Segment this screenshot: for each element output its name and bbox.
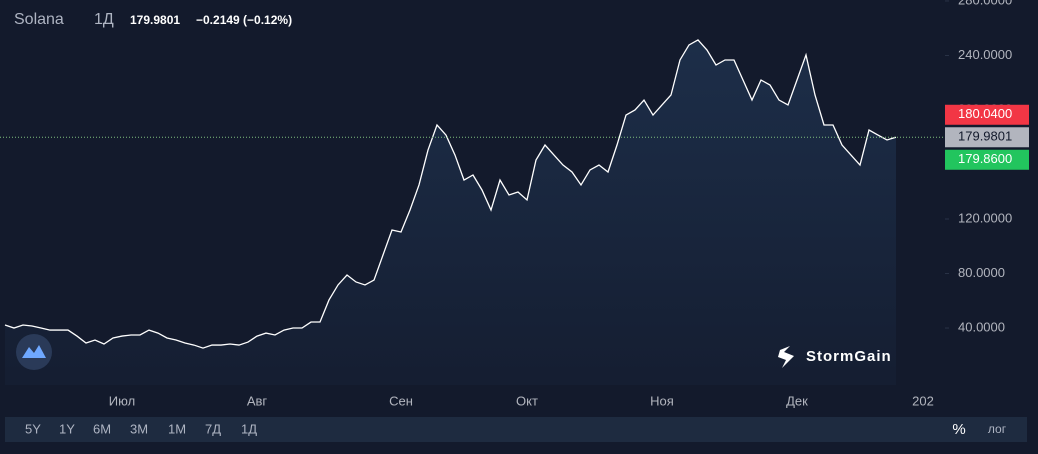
- range-button[interactable]: 1Y: [59, 421, 75, 436]
- x-tick-label: Сен: [389, 393, 413, 408]
- price-label-box: [945, 149, 1029, 170]
- logo-button[interactable]: [16, 334, 52, 370]
- x-tick-label: Дек: [786, 393, 808, 408]
- price-label: 179.9801: [958, 129, 1012, 144]
- y-tick-label: 240.0000: [958, 47, 1012, 62]
- change: −0.2149 (−0.12%): [196, 13, 292, 27]
- range-button[interactable]: 1M: [168, 421, 186, 436]
- range-button[interactable]: 5Y: [25, 421, 41, 436]
- logo-icon: [22, 345, 46, 358]
- brand: StormGain: [806, 348, 892, 365]
- y-tick-label: 280.0000: [958, 0, 1012, 7]
- x-tick-label: Авг: [247, 393, 268, 408]
- price-label: 180.0400: [958, 106, 1012, 121]
- x-tick-label: Окт: [516, 393, 538, 408]
- symbol: Solana: [14, 11, 64, 28]
- interval: 1Д: [94, 11, 114, 28]
- brand-icon: [778, 346, 794, 368]
- range-button[interactable]: 7Д: [205, 421, 221, 436]
- x-tick-label: Ноя: [650, 393, 674, 408]
- last-price: 179.9801: [130, 13, 180, 27]
- range-button[interactable]: 3M: [130, 421, 148, 436]
- scale-button[interactable]: лог: [988, 422, 1007, 436]
- y-tick-label: 80.0000: [958, 265, 1005, 280]
- x-tick-label: 202: [912, 393, 934, 408]
- area: [5, 39, 896, 386]
- y-tick-label: 40.0000: [958, 319, 1005, 334]
- price-label: 179.8600: [958, 151, 1012, 166]
- x-tick-label: Июл: [109, 393, 135, 408]
- toolbar: [5, 417, 1027, 442]
- y-tick-label: 120.0000: [958, 210, 1012, 225]
- price-label-box: [945, 127, 1029, 148]
- range-button[interactable]: 1Д: [241, 421, 257, 436]
- range-button[interactable]: 6M: [93, 421, 111, 436]
- price-label-box: [945, 104, 1029, 125]
- price-line: [4, 39, 897, 349]
- scale-button[interactable]: %: [952, 421, 965, 438]
